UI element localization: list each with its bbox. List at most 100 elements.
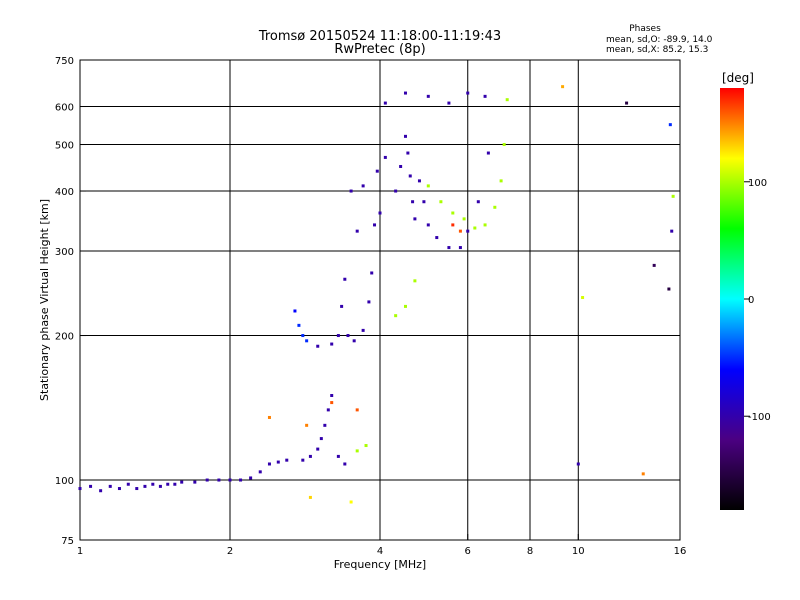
data-point — [228, 478, 232, 482]
data-point — [343, 277, 347, 281]
data-point — [426, 184, 430, 188]
data-point — [435, 236, 439, 240]
data-point — [671, 194, 675, 198]
y-axis-label: Stationary phase Virtual Height [km] — [38, 199, 51, 401]
data-point — [126, 482, 130, 486]
data-point — [370, 271, 374, 275]
data-point — [476, 200, 480, 204]
data-point — [458, 246, 462, 250]
data-point — [239, 478, 243, 482]
colorbar-tick-label: 0 — [748, 295, 754, 306]
x-tick-label: 16 — [674, 546, 687, 557]
data-point — [411, 200, 415, 204]
data-point — [166, 482, 170, 486]
chart-subtitle: RwPretec (8p) — [334, 42, 425, 57]
data-point — [576, 462, 580, 466]
data-point — [355, 449, 359, 453]
data-point — [408, 174, 412, 178]
data-point — [217, 478, 221, 482]
data-point — [505, 98, 509, 102]
data-point — [301, 458, 305, 462]
x-tick-label: 4 — [377, 546, 383, 557]
data-point — [117, 487, 121, 491]
data-point — [349, 500, 353, 504]
data-point — [336, 334, 340, 338]
y-tick-label: 600 — [55, 103, 74, 114]
data-point — [426, 94, 430, 98]
data-point — [308, 495, 312, 499]
data-point — [403, 134, 407, 138]
data-point — [343, 462, 347, 466]
data-point — [135, 487, 139, 491]
y-tick-label: 300 — [55, 247, 74, 258]
data-point — [249, 476, 253, 480]
colorbar-tick-label: 100 — [748, 178, 767, 189]
data-point — [403, 91, 407, 95]
data-point — [493, 205, 497, 209]
data-point — [151, 482, 155, 486]
data-point — [451, 211, 455, 215]
y-tick-label: 400 — [55, 187, 74, 198]
data-point — [451, 223, 455, 227]
colorbar-tick-label: -100 — [748, 412, 771, 423]
data-point — [349, 189, 353, 193]
data-point — [297, 323, 301, 327]
data-point — [483, 94, 487, 98]
data-point — [403, 304, 407, 308]
colorbar-ticks: 100 0 -100 — [744, 178, 771, 423]
x-tick-label: 8 — [527, 546, 533, 557]
colorbar-label: [deg] — [722, 71, 754, 85]
data-point — [319, 437, 323, 441]
data-point — [205, 478, 209, 482]
data-point — [383, 155, 387, 159]
data-point — [486, 151, 490, 155]
data-point — [667, 287, 671, 291]
data-point — [462, 217, 466, 221]
chart-title: Tromsø 20150524 11:18:00-11:19:43 — [258, 29, 501, 44]
data-point — [413, 279, 417, 283]
data-point — [193, 480, 197, 484]
data-point — [375, 169, 379, 173]
data-point — [625, 101, 629, 105]
y-tick-label: 750 — [55, 56, 74, 67]
colorbar — [720, 88, 744, 510]
data-point — [373, 223, 377, 227]
data-point — [426, 223, 430, 227]
x-tick-label: 2 — [227, 546, 233, 557]
data-point — [394, 314, 398, 318]
data-point — [652, 263, 656, 267]
x-tick-label: 1 — [77, 546, 83, 557]
y-tick-label: 100 — [55, 476, 74, 487]
data-point — [394, 189, 398, 193]
data-point — [466, 91, 470, 95]
data-point — [364, 444, 368, 448]
y-tick-label: 500 — [55, 141, 74, 152]
data-points — [78, 85, 675, 504]
data-point — [466, 229, 470, 233]
data-point — [180, 480, 184, 484]
data-point — [581, 296, 585, 300]
data-point — [378, 211, 382, 215]
data-point — [99, 489, 103, 493]
data-point — [326, 408, 330, 412]
data-point — [355, 229, 359, 233]
x-tick-label: 6 — [465, 546, 471, 557]
y-tick-label: 75 — [61, 536, 74, 547]
data-point — [422, 200, 426, 204]
y-tick-label: 200 — [55, 332, 74, 343]
data-point — [340, 304, 344, 308]
data-point — [330, 401, 334, 405]
data-point — [383, 101, 387, 105]
data-point — [458, 229, 462, 233]
grid — [80, 60, 680, 540]
data-point — [108, 484, 112, 488]
data-point — [78, 487, 82, 491]
data-point — [305, 339, 309, 343]
data-point — [336, 454, 340, 458]
data-point — [355, 408, 359, 412]
data-point — [276, 460, 280, 464]
data-point — [413, 217, 417, 221]
data-point — [352, 339, 356, 343]
data-point — [293, 309, 297, 313]
x-tick-label: 10 — [572, 546, 585, 557]
